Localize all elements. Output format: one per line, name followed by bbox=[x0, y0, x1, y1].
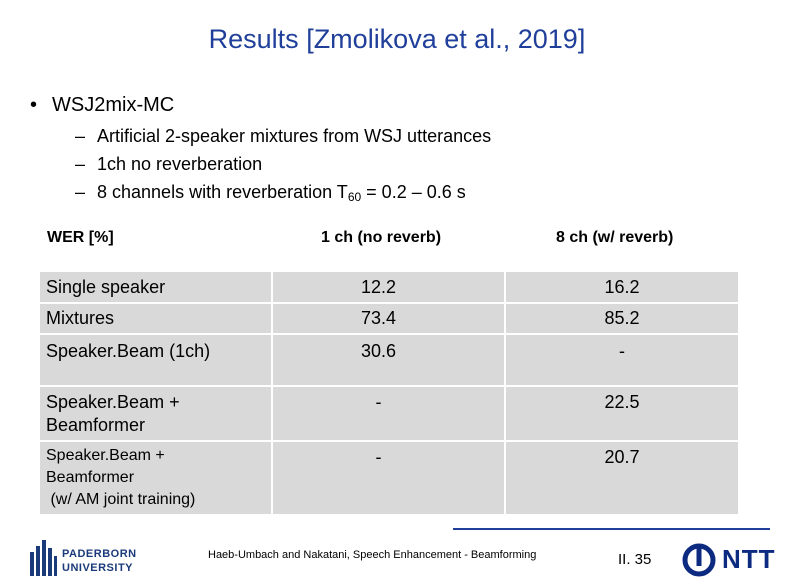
sub-bullet-3-tail: = 0.2 – 0.6 s bbox=[361, 182, 466, 202]
university-name-line1: PADERBORN bbox=[62, 548, 137, 560]
university-name-line2: UNIVERSITY bbox=[62, 562, 134, 574]
ntt-logo-text: NTT bbox=[722, 544, 776, 574]
main-bullet-text: WSJ2mix-MC bbox=[52, 94, 175, 116]
subscript: 60 bbox=[347, 190, 362, 204]
dash: – bbox=[75, 182, 86, 202]
cell-speakerbeam-1ch: 30.6 bbox=[273, 335, 504, 385]
sub-bullet-3: –8 channels with reverberation T60 = 0.2… bbox=[75, 182, 466, 204]
header-8ch: 8 ch (w/ reverb) bbox=[556, 229, 674, 246]
paderborn-logo-icon bbox=[30, 540, 57, 576]
page-number: II. 35 bbox=[618, 551, 652, 568]
cell-single-1ch: 12.2 bbox=[273, 272, 504, 302]
footer-rule bbox=[453, 528, 770, 530]
cell-mixtures-1ch: 73.4 bbox=[273, 304, 504, 333]
row-label-line: Beamformer bbox=[46, 415, 146, 435]
cell-mixtures-8ch: 85.2 bbox=[506, 304, 738, 333]
cell-joint-8ch: 20.7 bbox=[506, 442, 738, 514]
bullet-dot: • bbox=[30, 94, 38, 116]
main-bullet: • WSJ2mix-MC bbox=[30, 94, 174, 117]
sub-bullet-1-text: Artificial 2-speaker mixtures from WSJ u… bbox=[97, 126, 492, 146]
cell-speakerbeam-8ch: - bbox=[506, 335, 738, 385]
row-label-line: Beamformer bbox=[46, 469, 135, 486]
sub-bullet-2: –1ch no reverberation bbox=[75, 154, 262, 175]
cell-joint-1ch: - bbox=[273, 442, 504, 514]
cell-single-8ch: 16.2 bbox=[506, 272, 738, 302]
sub-bullet-1: – Artificial 2-speaker mixtures from WSJ … bbox=[75, 126, 491, 147]
sub-bullet-2-text: 1ch no reverberation bbox=[97, 154, 263, 174]
row-label-line: (w/ AM joint training) bbox=[46, 491, 196, 508]
row-label-mixtures: Mixtures bbox=[40, 304, 271, 333]
dash: – bbox=[75, 126, 86, 146]
cell-beamformer-1ch: - bbox=[273, 387, 504, 440]
header-wer: WER [%] bbox=[47, 229, 114, 246]
row-label-joint-training: Speaker.Beam + Beamformer (w/ AM joint t… bbox=[40, 442, 271, 514]
row-label-line: Speaker.Beam + bbox=[46, 447, 165, 464]
row-label-line: Speaker.Beam + bbox=[46, 392, 180, 412]
cell-beamformer-8ch: 22.5 bbox=[506, 387, 738, 440]
footer-citation: Haeb-Umbach and Nakatani, Speech Enhance… bbox=[208, 549, 537, 561]
sub-bullet-3-text: 8 channels with reverberation T bbox=[97, 182, 348, 202]
ntt-logo-icon bbox=[682, 543, 716, 577]
row-label-single-speaker: Single speaker bbox=[40, 272, 271, 302]
dash: – bbox=[75, 154, 86, 174]
row-label-speakerbeam: Speaker.Beam (1ch) bbox=[40, 335, 271, 385]
row-label-speakerbeam-beamformer: Speaker.Beam + Beamformer bbox=[40, 387, 271, 440]
slide-title: Results [Zmolikova et al., 2019] bbox=[208, 24, 586, 54]
header-1ch: 1 ch (no reverb) bbox=[321, 229, 442, 246]
